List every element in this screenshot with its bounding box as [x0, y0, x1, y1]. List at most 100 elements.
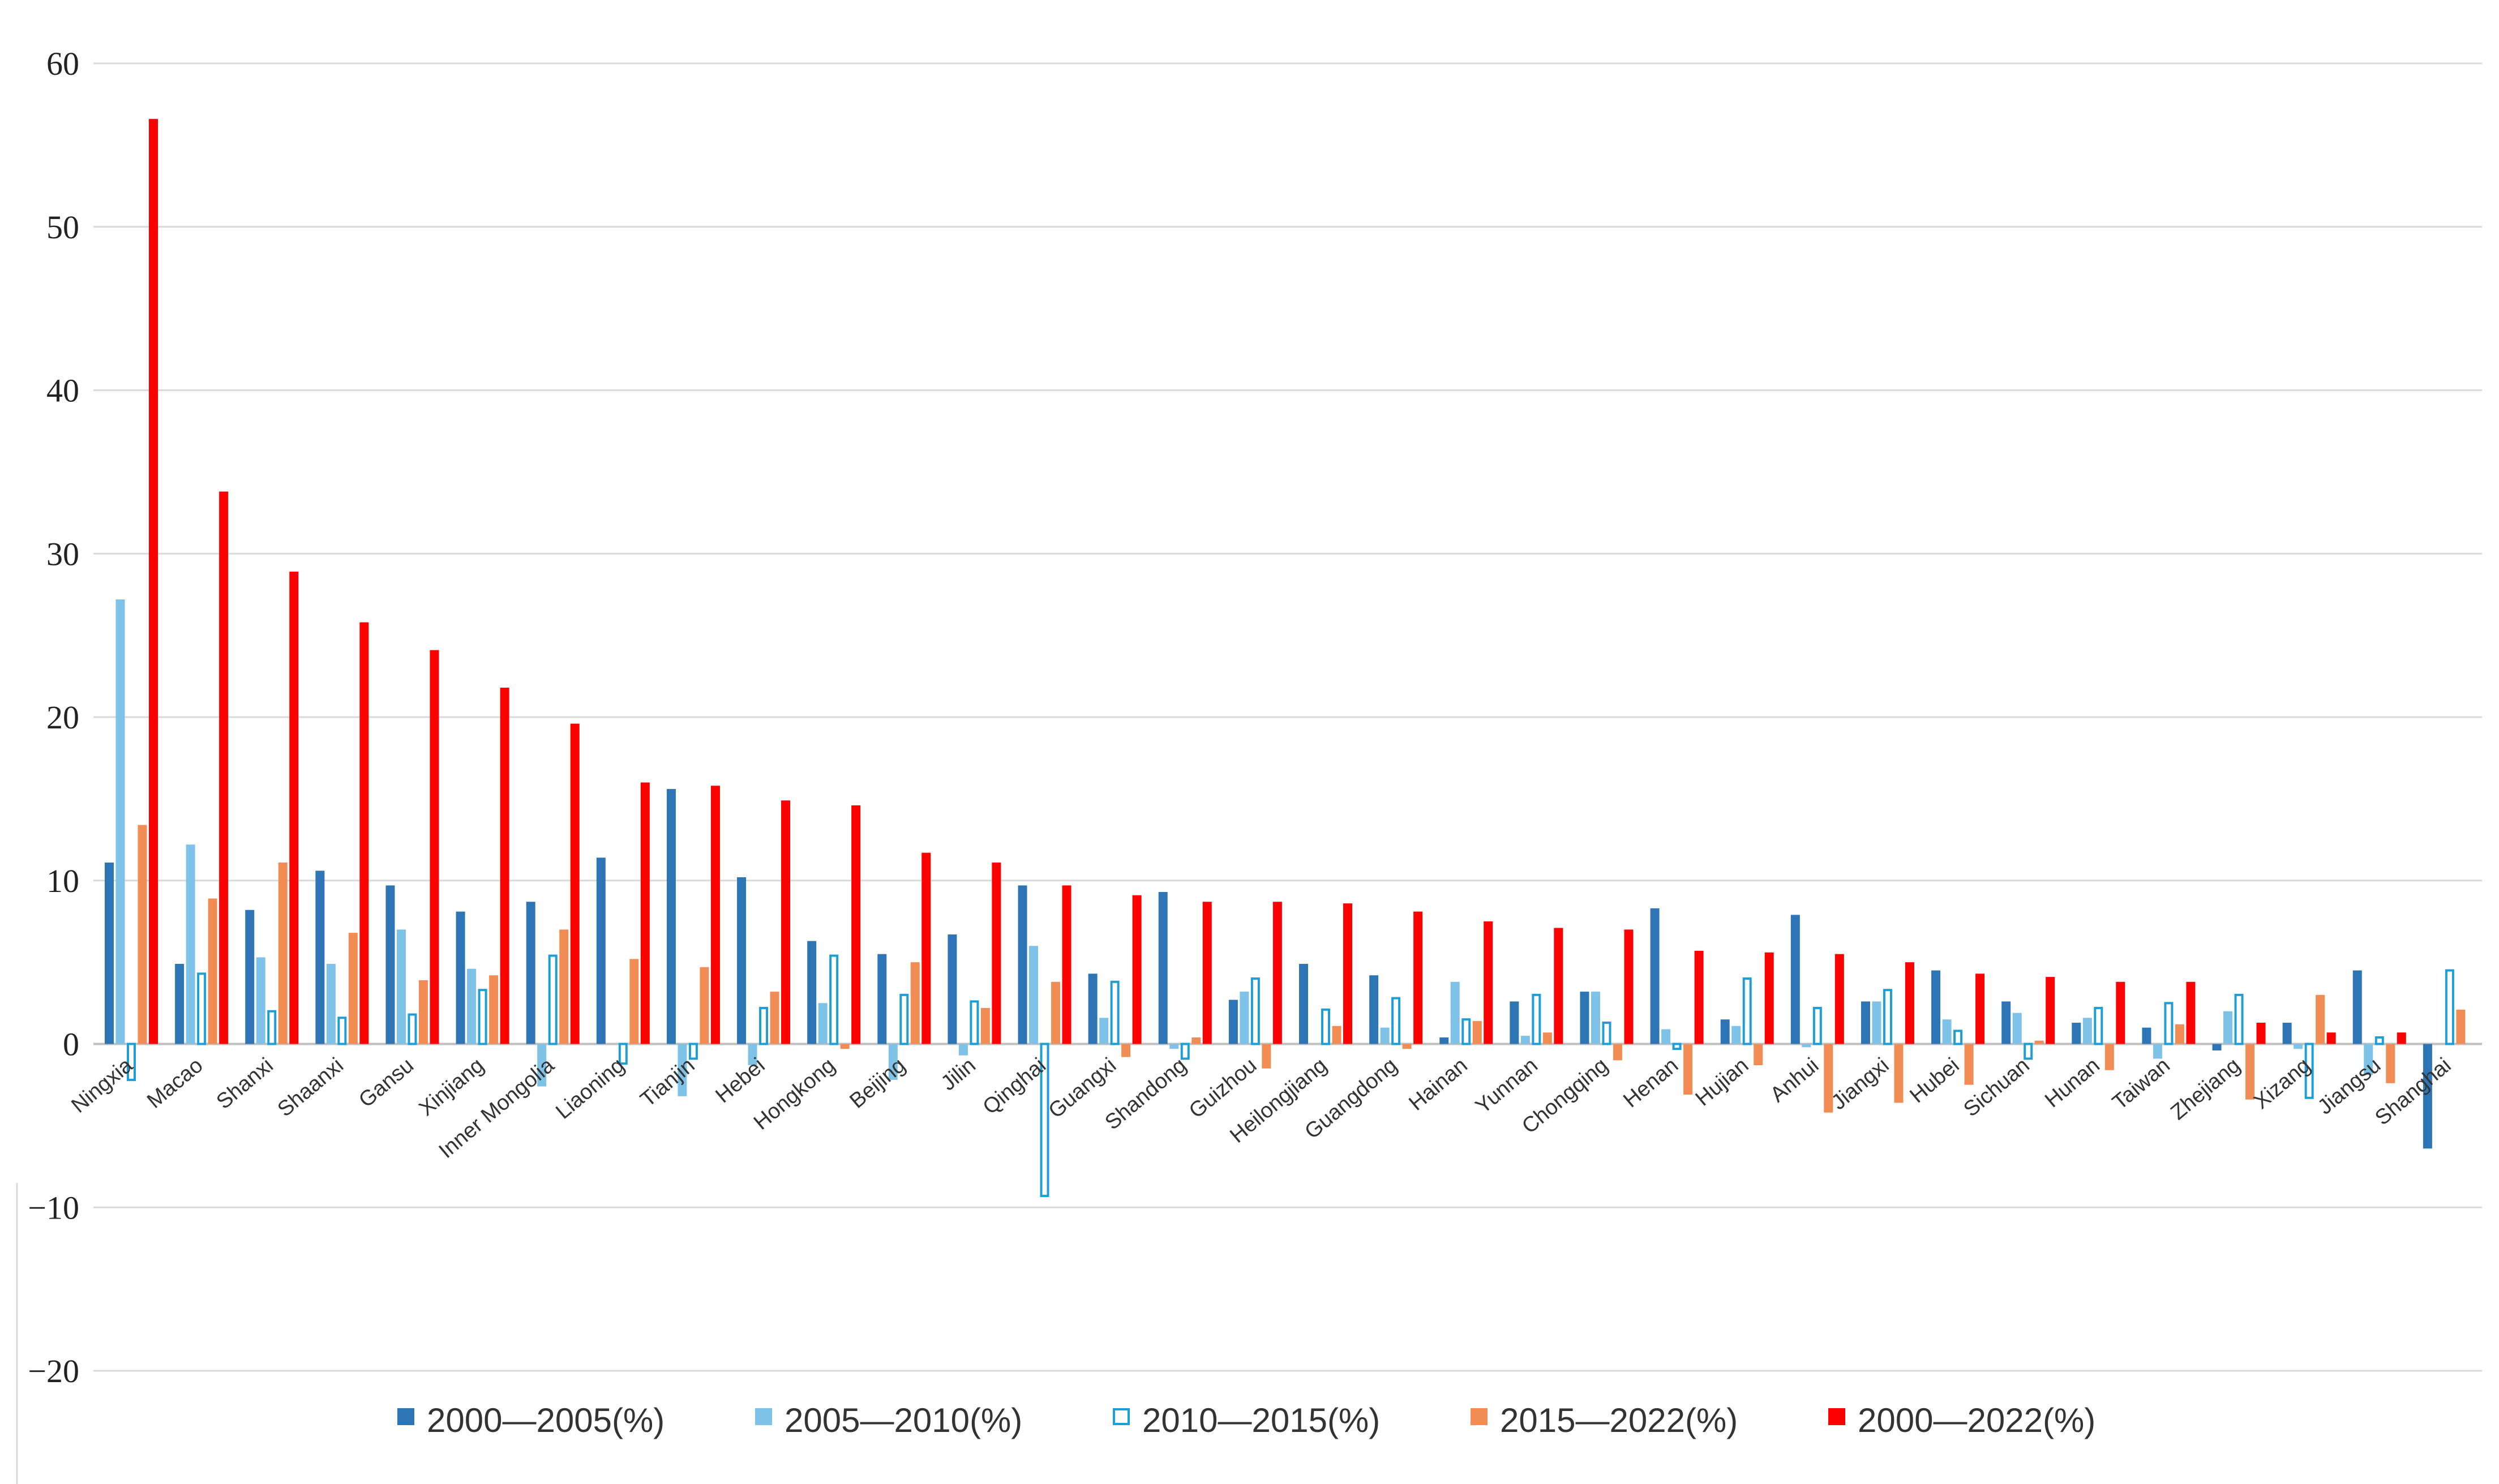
bar-jilin-series-3	[970, 1000, 979, 1045]
bar-inner-mongolia-series-4	[559, 929, 569, 1044]
bar-chongqing-series-5	[1624, 929, 1634, 1044]
bar-taiwan-series-1	[2142, 1027, 2151, 1044]
bar-xinjiang-series-3	[478, 989, 487, 1045]
y-tick-label: 40	[46, 372, 79, 409]
bar-zhejiang-series-2	[2223, 1011, 2233, 1044]
bar-jiangxi-series-1	[1861, 1001, 1870, 1044]
bar-shandong-series-1	[1158, 891, 1168, 1044]
bar-sichuan-series-5	[2046, 977, 2055, 1044]
bar-hunan-series-1	[2072, 1022, 2081, 1044]
bar-jiangsu-series-1	[2352, 970, 2362, 1044]
legend-swatch-series-1	[397, 1408, 414, 1425]
bar-jilin-series-1	[948, 934, 957, 1044]
bar-gansu-series-5	[430, 650, 439, 1044]
bar-yunnan-series-3	[1532, 993, 1541, 1045]
bar-henan-series-3	[1672, 1043, 1682, 1050]
bar-macao-series-5	[219, 491, 229, 1044]
bar-guangdong-series-3	[1391, 997, 1401, 1045]
bar-hujian-series-5	[1764, 952, 1774, 1044]
bar-macao-series-3	[197, 972, 207, 1045]
legend-swatch-series-2	[755, 1408, 772, 1425]
bar-shanghai-series-4	[2456, 1009, 2466, 1044]
bar-guangxi-series-5	[1132, 895, 1142, 1044]
bar-hunan-series-2	[2082, 1018, 2092, 1044]
bar-hubei-series-4	[1964, 1044, 1974, 1085]
bar-taiwan-series-5	[2186, 981, 2196, 1044]
bar-taiwan-series-3	[2164, 1002, 2174, 1045]
bar-liaoning-series-5	[640, 782, 650, 1044]
bar-hebei-series-4	[770, 992, 779, 1044]
bar-xizang-series-5	[2326, 1032, 2336, 1044]
legend-swatch-series-4	[1471, 1408, 1488, 1425]
bar-jilin-series-4	[980, 1007, 990, 1044]
bar-heilongjiang-series-5	[1343, 903, 1352, 1044]
bar-jiangsu-series-5	[2397, 1032, 2406, 1044]
y-tick-label: 60	[46, 45, 79, 82]
bar-sichuan-series-4	[2034, 1040, 2044, 1044]
bar-shanghai-series-3	[2445, 969, 2454, 1045]
bar-beijing-series-3	[899, 993, 909, 1045]
bar-inner-mongolia-series-1	[526, 902, 535, 1044]
bar-hongkong-series-1	[807, 941, 817, 1044]
bar-guangxi-series-3	[1110, 980, 1120, 1045]
bar-hongkong-series-5	[851, 805, 861, 1044]
bar-jiangxi-series-5	[1905, 962, 1914, 1044]
legend-label-series-1: 2000—2005(%)	[427, 1401, 665, 1439]
bar-beijing-series-1	[877, 954, 887, 1044]
bar-hebei-series-5	[781, 800, 791, 1044]
bar-guangdong-series-1	[1369, 975, 1379, 1044]
bar-qinghai-series-1	[1018, 885, 1027, 1044]
bar-shandong-series-2	[1169, 1044, 1179, 1049]
bar-henan-series-5	[1694, 950, 1704, 1044]
bar-xinjiang-series-1	[456, 911, 465, 1044]
bar-guangxi-series-2	[1099, 1018, 1109, 1044]
bar-chongqing-series-1	[1580, 992, 1589, 1044]
bar-tianjin-series-5	[710, 786, 720, 1044]
y-tick-label: 50	[46, 209, 79, 246]
bar-beijing-series-2	[888, 1044, 898, 1080]
bar-tianjin-series-3	[688, 1043, 698, 1060]
bar-guangdong-series-2	[1380, 1027, 1390, 1044]
bar-xinjiang-series-5	[500, 688, 509, 1044]
bar-gansu-series-3	[408, 1013, 417, 1045]
bar-jiangsu-series-3	[2374, 1036, 2384, 1045]
bar-qinghai-series-4	[1051, 981, 1061, 1044]
bar-guangxi-series-1	[1088, 973, 1098, 1044]
bar-jiangxi-series-4	[1894, 1044, 1904, 1103]
bar-hebei-series-2	[748, 1044, 757, 1066]
bar-anhui-series-4	[1824, 1044, 1833, 1113]
gridlines	[93, 62, 2482, 1372]
bar-guizhou-series-4	[1262, 1044, 1271, 1069]
legend-label-series-2: 2005—2010(%)	[785, 1401, 1022, 1439]
bar-zhejiang-series-5	[2256, 1022, 2266, 1044]
bar-shaanxi-series-2	[326, 964, 336, 1044]
legend-swatch-series-5	[1828, 1408, 1845, 1425]
bar-xizang-series-2	[2294, 1044, 2303, 1049]
bar-xinjiang-series-2	[467, 968, 477, 1044]
bar-hongkong-series-2	[818, 1003, 828, 1044]
bar-jiangxi-series-2	[1872, 1001, 1881, 1044]
bar-zhejiang-series-4	[2245, 1044, 2255, 1100]
bar-ningxia-series-4	[138, 825, 147, 1044]
bar-heilongjiang-series-4	[1332, 1026, 1341, 1044]
bar-guangxi-series-4	[1121, 1044, 1131, 1057]
bar-henan-series-1	[1650, 908, 1660, 1044]
bar-ningxia-series-5	[149, 119, 158, 1044]
bar-hunan-series-4	[2104, 1044, 2114, 1070]
bar-chongqing-series-3	[1602, 1021, 1611, 1045]
bar-xinjiang-series-4	[489, 975, 499, 1044]
legend-label-series-3: 2010—2015(%)	[1142, 1401, 1380, 1439]
bar-ningxia-series-1	[105, 862, 114, 1044]
bar-tianjin-series-4	[700, 967, 709, 1044]
bar-guangdong-series-4	[1402, 1044, 1412, 1049]
bar-jiangsu-series-2	[2364, 1044, 2373, 1075]
bar-hujian-series-4	[1754, 1044, 1763, 1066]
bar-hainan-series-2	[1450, 981, 1460, 1044]
bar-shandong-series-3	[1180, 1043, 1190, 1060]
bar-tianjin-series-2	[678, 1044, 687, 1096]
legend-label-series-4: 2015—2022(%)	[1500, 1401, 1738, 1439]
bar-macao-series-2	[186, 844, 195, 1044]
bar-hainan-series-1	[1439, 1037, 1449, 1044]
bar-heilongjiang-series-1	[1299, 964, 1308, 1044]
